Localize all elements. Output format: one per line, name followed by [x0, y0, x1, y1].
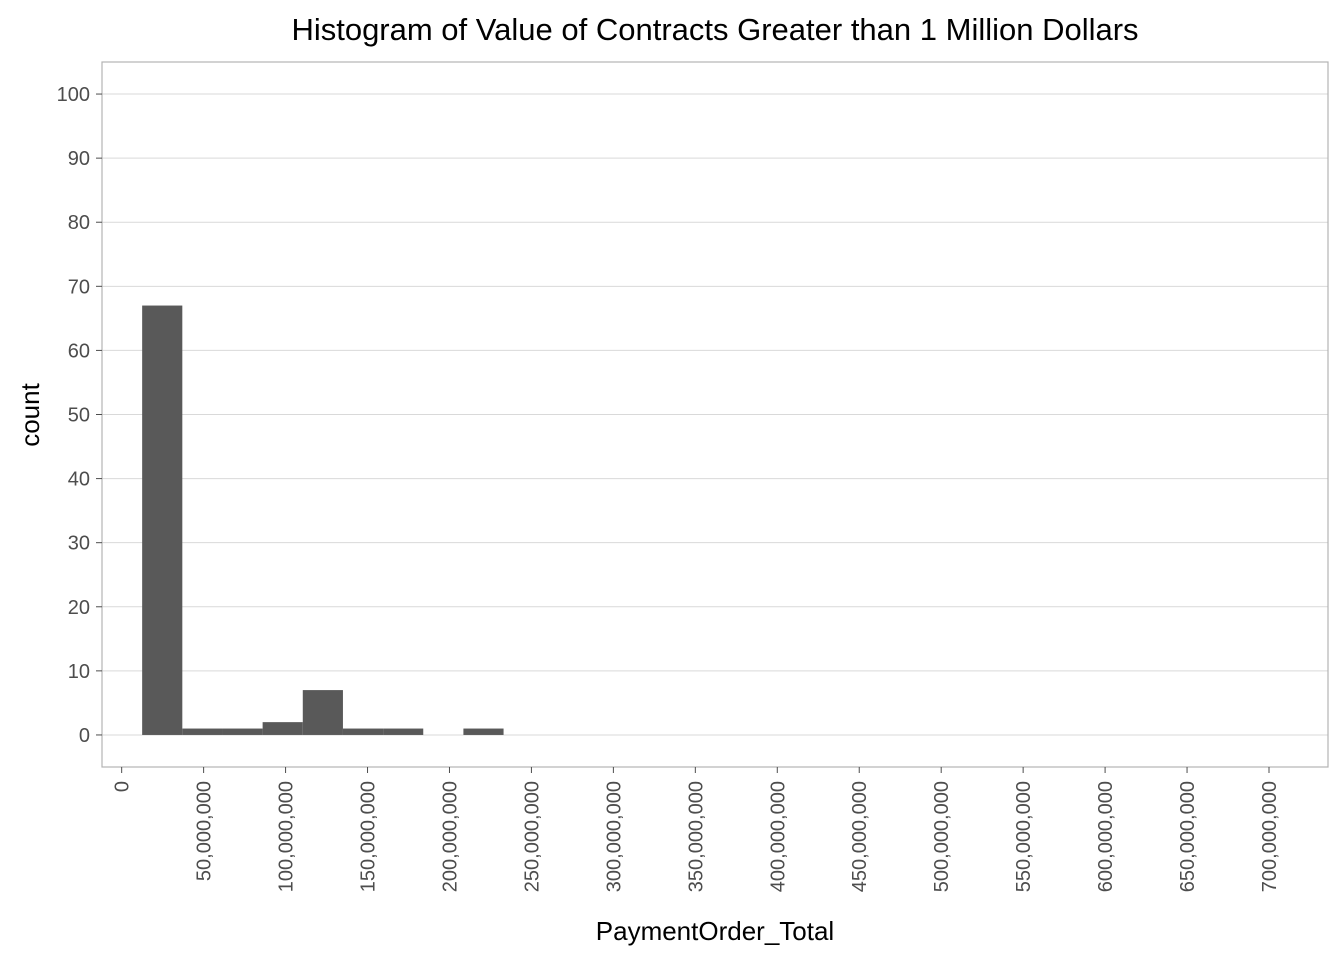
y-tick-label: 90 — [68, 148, 90, 170]
x-tick-label: 300,000,000 — [603, 781, 625, 892]
histogram-bar — [262, 722, 303, 735]
x-tick-label: 250,000,000 — [521, 781, 543, 892]
y-tick-label: 20 — [68, 597, 90, 619]
x-tick-label: 700,000,000 — [1259, 781, 1281, 892]
y-tick-label: 100 — [57, 84, 90, 106]
histogram-bar — [342, 728, 384, 735]
histogram-bar — [222, 728, 263, 735]
y-tick-label: 60 — [68, 340, 90, 362]
y-tick-label: 30 — [68, 533, 90, 555]
x-tick-label: 500,000,000 — [931, 781, 953, 892]
x-tick-label: 100,000,000 — [276, 781, 298, 892]
histogram-bar — [302, 690, 343, 735]
y-tick-label: 80 — [68, 212, 90, 234]
x-tick-label: 450,000,000 — [849, 781, 871, 892]
histogram-bar — [182, 728, 223, 735]
gridlines — [102, 93, 1328, 736]
x-tick-label: 400,000,000 — [767, 781, 789, 892]
y-tick-label: 40 — [68, 469, 90, 491]
x-tick-label: 350,000,000 — [685, 781, 707, 892]
x-tick-label: 200,000,000 — [439, 781, 461, 892]
x-tick-label: 0 — [112, 781, 134, 792]
y-axis-title: count — [15, 382, 45, 446]
histogram-bar — [383, 728, 424, 735]
y-axis: 0 10 20 30 40 50 60 70 80 90 100 — [57, 84, 102, 747]
histogram-bar — [463, 728, 504, 735]
x-tick-label: 150,000,000 — [358, 781, 380, 892]
chart-title: Histogram of Value of Contracts Greater … — [291, 12, 1138, 47]
y-tick-label: 70 — [68, 276, 90, 298]
x-tick-label: 550,000,000 — [1013, 781, 1035, 892]
y-tick-label: 0 — [79, 725, 90, 747]
histogram-bars — [142, 305, 504, 735]
x-tick-label: 650,000,000 — [1177, 781, 1199, 892]
x-tick-label: 50,000,000 — [194, 781, 216, 881]
histogram-bar — [142, 305, 183, 735]
x-axis: 0 50,000,000 100,000,000 150,000,000 200,000… — [112, 767, 1281, 892]
x-tick-label: 600,000,000 — [1095, 781, 1117, 892]
x-axis-title: PaymentOrder_Total — [596, 916, 834, 946]
y-tick-label: 50 — [68, 405, 90, 427]
y-tick-label: 10 — [68, 661, 90, 683]
